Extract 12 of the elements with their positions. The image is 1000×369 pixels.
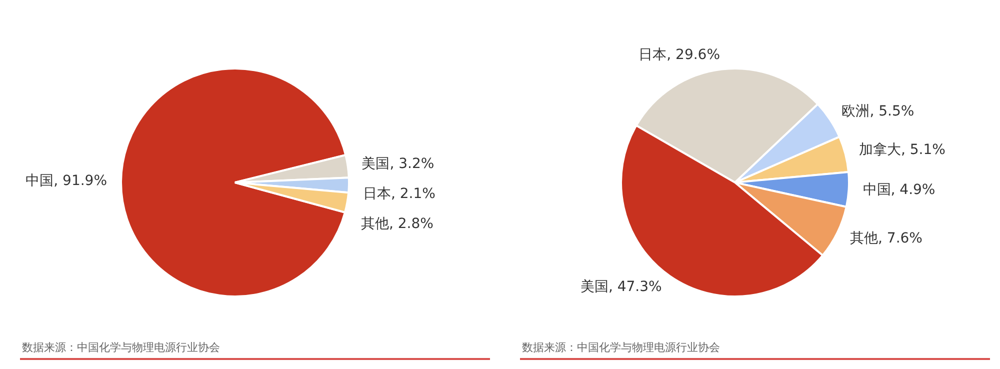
slice-label: 日本, 29.6% (638, 47, 720, 64)
slice-label: 其他, 7.6% (850, 230, 922, 246)
slice-label: 日本, 2.1% (362, 186, 436, 202)
slice-label: 美国, 3.2% (362, 156, 434, 172)
slice-label: 中国, 4.9% (862, 182, 936, 198)
slice-label: 其他, 2.8% (360, 216, 434, 232)
slice-label: 加拿大, 5.1% (858, 142, 946, 158)
slice-label: 中国, 91.9% (26, 172, 108, 189)
source-note: 数据来源：中国化学与物理电源行业协会 (522, 340, 720, 355)
source-note: 数据来源：中国化学与物理电源行业协会 (22, 340, 220, 355)
slice-label: 美国, 47.3% (580, 279, 662, 296)
slice-label: 欧洲, 5.5% (842, 103, 914, 120)
